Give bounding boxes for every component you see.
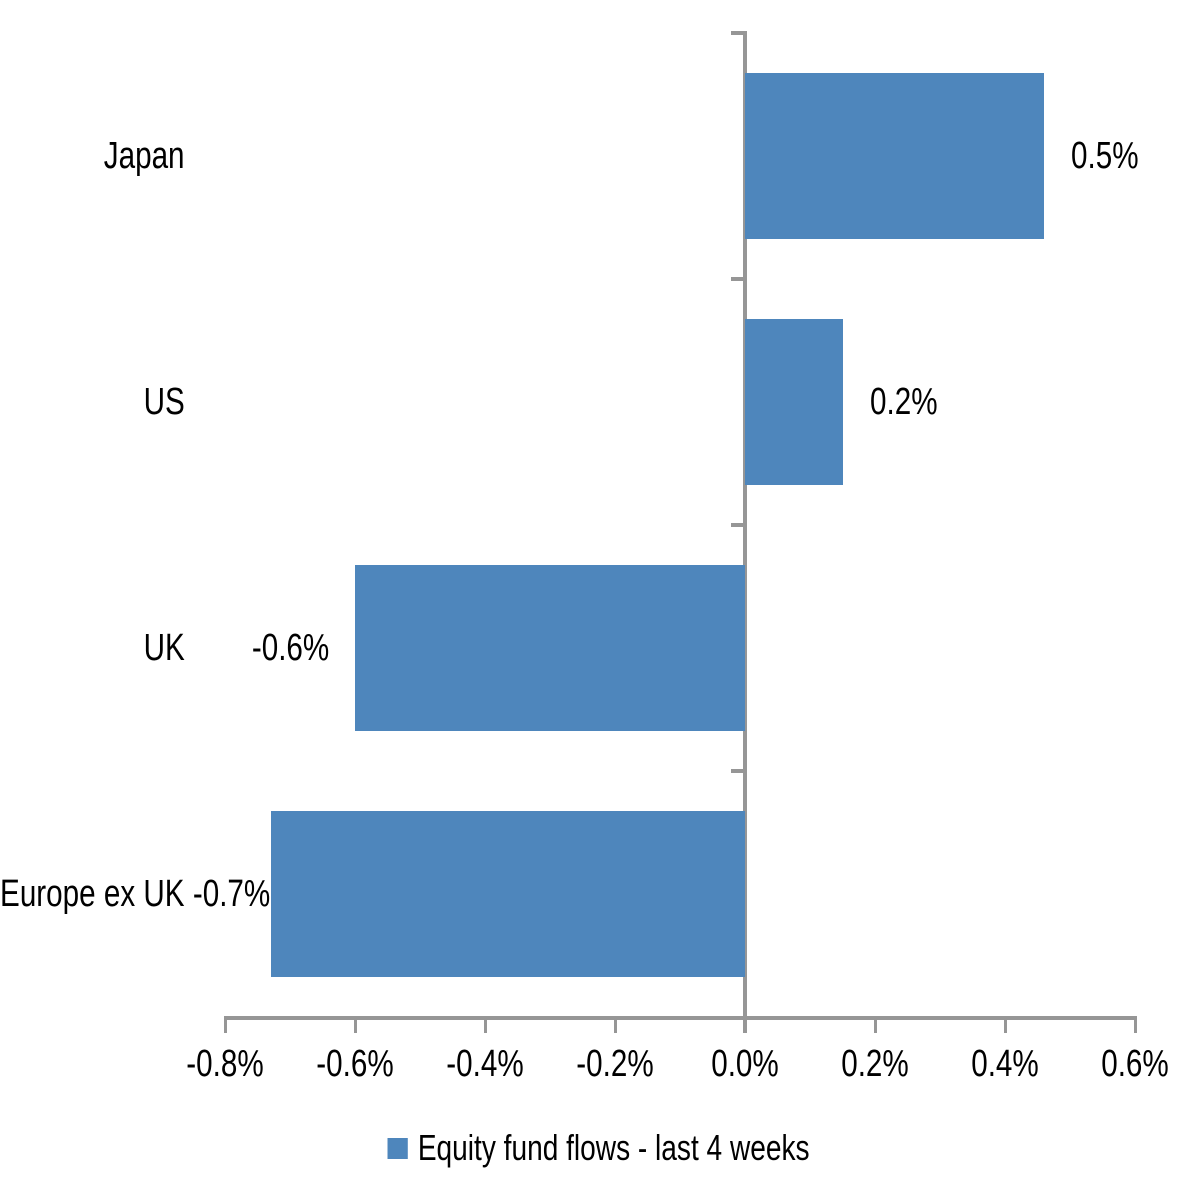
data-label-europe-ex-uk: -0.7%: [193, 873, 271, 915]
x-axis-tick: [874, 1016, 877, 1033]
data-label-uk: -0.6%: [251, 627, 329, 669]
legend-swatch-icon: [387, 1137, 408, 1159]
x-axis-tick: [1134, 1016, 1137, 1033]
x-axis-tick: [484, 1016, 487, 1033]
legend-label: Equity fund flows - last 4 weeks: [417, 1127, 810, 1168]
bar-europe-ex-uk: [270, 811, 745, 977]
x-axis-tick: [614, 1016, 617, 1033]
x-axis-tick: [744, 1016, 747, 1033]
data-label-us: 0.2%: [869, 381, 938, 423]
bar-japan: [745, 73, 1044, 239]
x-axis-tick: [224, 1016, 227, 1033]
x-tick-label--0-8-: -0.8%: [186, 1043, 264, 1085]
category-label-uk: UK: [143, 627, 185, 669]
x-tick-label-0-0-: 0.0%: [711, 1043, 779, 1085]
y-axis-tick: [731, 277, 747, 281]
x-tick-label-0-2-: 0.2%: [841, 1043, 909, 1085]
category-label-japan: Japan: [104, 135, 185, 177]
bar-us: [745, 319, 843, 485]
x-axis-tick: [1004, 1016, 1007, 1033]
x-axis-line: [225, 1016, 1135, 1020]
category-label-us: US: [143, 381, 185, 423]
y-axis-line: [743, 33, 747, 1033]
y-axis-tick: [731, 523, 747, 527]
x-tick-label--0-6-: -0.6%: [316, 1043, 394, 1085]
category-label-europe-ex-uk: Europe ex UK: [0, 873, 185, 915]
x-tick-label-0-6-: 0.6%: [1101, 1043, 1169, 1085]
x-tick-label--0-4-: -0.4%: [446, 1043, 524, 1085]
bar-uk: [355, 565, 745, 731]
x-axis-tick: [354, 1016, 357, 1033]
y-axis-tick: [731, 769, 747, 773]
legend: Equity fund flows - last 4 weeks: [132, 1127, 1066, 1169]
y-axis-tick: [731, 31, 747, 35]
x-tick-label--0-2-: -0.2%: [576, 1043, 654, 1085]
x-tick-label-0-4-: 0.4%: [971, 1043, 1039, 1085]
data-label-japan: 0.5%: [1071, 135, 1139, 177]
